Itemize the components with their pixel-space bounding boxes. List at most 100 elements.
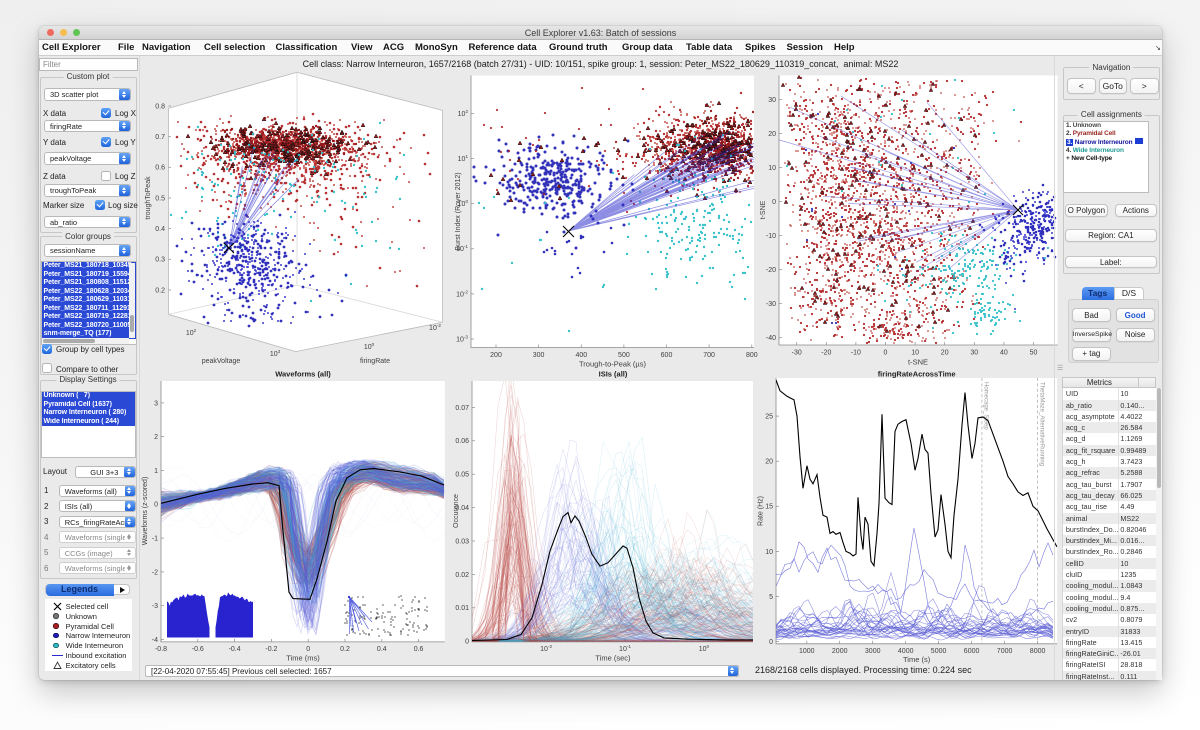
svg-text:0.4: 0.4	[377, 646, 387, 653]
svg-text:-10: -10	[766, 233, 776, 240]
svg-text:Time (s): Time (s)	[903, 655, 931, 664]
svg-text:Waveforms (all): Waveforms (all)	[275, 370, 331, 379]
svg-text:10-2: 10-2	[429, 323, 441, 332]
svg-text:firingRate: firingRate	[360, 358, 390, 365]
svg-text:10: 10	[765, 549, 773, 556]
svg-text:0.7: 0.7	[155, 134, 165, 141]
svg-text:5: 5	[769, 594, 773, 601]
svg-text:0.2: 0.2	[155, 287, 165, 294]
svg-text:-20: -20	[766, 267, 776, 274]
svg-text:Occurence: Occurence	[453, 494, 460, 528]
svg-text:25: 25	[765, 414, 773, 421]
svg-text:0: 0	[465, 639, 469, 646]
svg-text:ThetaMaze_AlternativeRunning: ThetaMaze_AlternativeRunning	[1038, 382, 1044, 466]
svg-text:0: 0	[154, 502, 158, 509]
svg-text:10-1: 10-1	[619, 644, 631, 653]
svg-text:troughToPeak: troughToPeak	[145, 176, 152, 220]
svg-text:Time (sec): Time (sec)	[595, 654, 631, 663]
svg-text:20: 20	[941, 350, 949, 357]
svg-text:0: 0	[769, 639, 773, 646]
svg-text:100: 100	[364, 342, 375, 351]
svg-text:peakVoltage: peakVoltage	[202, 358, 241, 365]
svg-text:Homecage_Sleep: Homecage_Sleep	[983, 382, 989, 430]
svg-text:-4: -4	[152, 637, 158, 644]
svg-text:102: 102	[458, 109, 469, 118]
svg-text:103: 103	[270, 349, 281, 358]
svg-text:100: 100	[699, 644, 710, 653]
svg-text:0.6: 0.6	[414, 646, 424, 653]
svg-text:0.07: 0.07	[455, 405, 469, 412]
svg-text:-40: -40	[766, 335, 776, 342]
svg-text:101: 101	[458, 154, 469, 163]
svg-text:5000: 5000	[931, 648, 947, 655]
svg-text:0: 0	[772, 199, 776, 206]
svg-text:0.5: 0.5	[155, 195, 165, 202]
svg-text:-30: -30	[766, 301, 776, 308]
svg-text:Rate (Hz): Rate (Hz)	[758, 496, 765, 526]
svg-text:3: 3	[154, 400, 158, 407]
svg-text:t-SNE: t-SNE	[760, 200, 767, 219]
svg-text:-0.2: -0.2	[265, 646, 277, 653]
svg-text:50: 50	[1030, 350, 1038, 357]
svg-text:7000: 7000	[997, 648, 1013, 655]
svg-text:30: 30	[768, 97, 776, 104]
svg-text:10-2: 10-2	[456, 289, 468, 298]
svg-text:10: 10	[911, 350, 919, 357]
svg-text:-2: -2	[152, 569, 158, 576]
svg-text:0.06: 0.06	[455, 438, 469, 445]
svg-text:-30: -30	[792, 350, 802, 357]
svg-text:20: 20	[768, 131, 776, 138]
svg-text:0.05: 0.05	[455, 472, 469, 479]
svg-text:t-SNE: t-SNE	[908, 358, 928, 367]
svg-text:20: 20	[765, 459, 773, 466]
svg-text:6000: 6000	[964, 648, 980, 655]
svg-text:0.6: 0.6	[155, 165, 165, 172]
svg-text:-20: -20	[821, 350, 831, 357]
svg-text:0.01: 0.01	[455, 605, 469, 612]
svg-text:firingRateAcrossTime: firingRateAcrossTime	[878, 370, 956, 379]
svg-text:300: 300	[533, 352, 545, 359]
svg-text:Burst Index (Royer 2012): Burst Index (Royer 2012)	[455, 172, 462, 250]
svg-text:0.8: 0.8	[155, 103, 165, 110]
svg-text:-3: -3	[152, 603, 158, 610]
svg-text:100: 100	[458, 199, 469, 208]
svg-text:0.4: 0.4	[155, 226, 165, 233]
svg-text:700: 700	[703, 352, 715, 359]
svg-text:2: 2	[154, 434, 158, 441]
svg-text:-0.4: -0.4	[229, 646, 241, 653]
svg-text:0.03: 0.03	[455, 538, 469, 545]
svg-text:-10: -10	[851, 350, 861, 357]
svg-text:4000: 4000	[898, 648, 914, 655]
svg-text:200: 200	[490, 352, 502, 359]
svg-text:0: 0	[884, 350, 888, 357]
svg-text:10-3: 10-3	[456, 334, 468, 343]
svg-text:1000: 1000	[799, 648, 815, 655]
svg-text:10: 10	[768, 165, 776, 172]
svg-text:-0.8: -0.8	[155, 646, 167, 653]
svg-text:10-1: 10-1	[456, 244, 468, 253]
svg-text:0.3: 0.3	[155, 257, 165, 264]
svg-text:3000: 3000	[865, 648, 881, 655]
svg-text:0.02: 0.02	[455, 572, 469, 579]
svg-text:30: 30	[970, 350, 978, 357]
svg-text:1: 1	[154, 468, 158, 475]
svg-text:0.04: 0.04	[455, 505, 469, 512]
svg-text:2000: 2000	[832, 648, 848, 655]
svg-text:600: 600	[661, 352, 673, 359]
svg-text:-1: -1	[152, 536, 158, 543]
svg-text:-0.6: -0.6	[192, 646, 204, 653]
svg-text:102: 102	[186, 328, 197, 337]
svg-text:Waveforms (z-scored): Waveforms (z-scored)	[142, 477, 149, 546]
svg-text:15: 15	[765, 504, 773, 511]
svg-text:8000: 8000	[1030, 648, 1046, 655]
svg-text:500: 500	[618, 352, 630, 359]
svg-text:10-2: 10-2	[540, 644, 552, 653]
svg-text:Trough-to-Peak (µs): Trough-to-Peak (µs)	[579, 360, 646, 369]
svg-text:0.2: 0.2	[340, 646, 350, 653]
svg-text:0: 0	[306, 646, 310, 653]
svg-text:40: 40	[1000, 350, 1008, 357]
svg-text:Time (ms): Time (ms)	[286, 654, 320, 663]
svg-text:800: 800	[746, 352, 758, 359]
svg-text:ISIs (all): ISIs (all)	[599, 370, 628, 379]
svg-text:400: 400	[575, 352, 587, 359]
